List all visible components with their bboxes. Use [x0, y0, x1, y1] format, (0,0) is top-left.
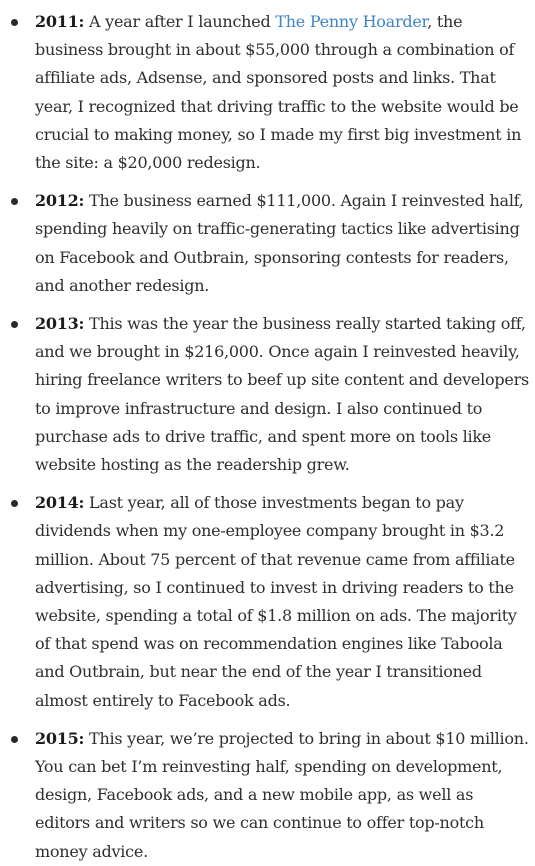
bullet-icon	[11, 321, 18, 329]
text-segment: , the business brought in about $55,000 …	[35, 12, 522, 173]
timeline-text: 2014: Last year, all of those investment…	[35, 493, 517, 709]
text-segment: Last year, all of those investments bega…	[35, 493, 517, 710]
timeline-year: 2014:	[35, 493, 85, 513]
timeline-text: 2015: This year, we’re projected to brin…	[35, 729, 529, 861]
text-segment: The business earned $111,000. Again I re…	[35, 191, 524, 295]
text-segment: This was the year the business really st…	[35, 314, 529, 475]
bullet-icon	[11, 19, 18, 26]
timeline-text: 2013: This was the year the business rea…	[35, 314, 529, 474]
timeline-year: 2015:	[35, 728, 85, 748]
timeline-text: 2012: The business earned $111,000. Agai…	[35, 191, 524, 295]
timeline-item-2012: 2012: The business earned $111,000. Agai…	[0, 187, 535, 300]
penny-hoarder-link[interactable]: The Penny Hoarder	[275, 12, 428, 31]
timeline-item-2011: 2011: A year after I launched The Penny …	[0, 8, 535, 177]
bullet-icon	[11, 500, 18, 508]
bullet-icon	[11, 198, 18, 206]
article-body: 2011: A year after I launched The Penny …	[11, 12, 529, 861]
bullet-icon	[11, 735, 18, 743]
revenue-timeline-list: 2011: A year after I launched The Penny …	[0, 8, 535, 866]
timeline-item-2015: 2015: This year, we’re projected to brin…	[0, 725, 535, 866]
timeline-year: 2011:	[35, 12, 85, 31]
text-segment: A year after I launched	[84, 12, 276, 31]
timeline-year: 2013:	[35, 314, 85, 334]
timeline-item-2014: 2014: Last year, all of those investment…	[0, 489, 535, 715]
timeline-item-2013: 2013: This was the year the business rea…	[0, 310, 535, 479]
text-segment: This year, we’re projected to bring in a…	[35, 728, 529, 861]
timeline-text: 2011: A year after I launched The Penny …	[35, 12, 521, 172]
timeline-year: 2012:	[35, 191, 85, 211]
